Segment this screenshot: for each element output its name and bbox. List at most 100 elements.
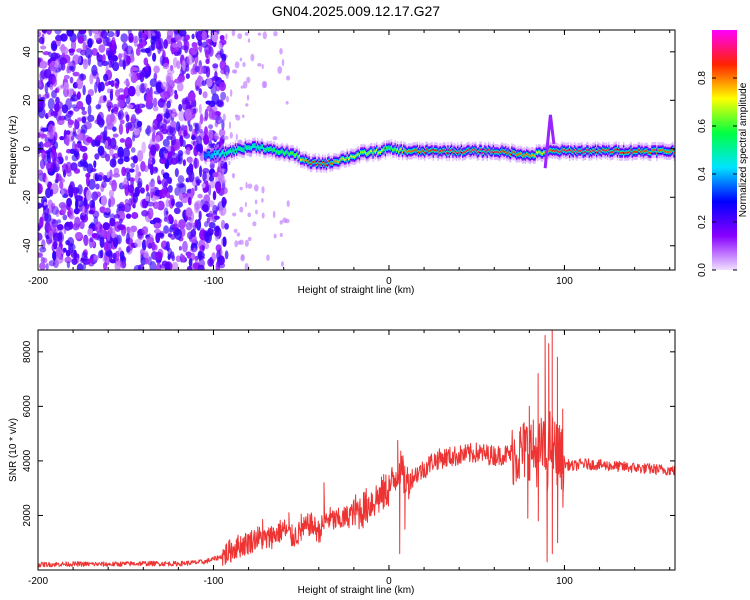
noise-blob — [63, 82, 70, 90]
ridge-cell — [293, 154, 296, 157]
ridge-cell — [464, 151, 466, 154]
noise-blob — [174, 228, 183, 240]
ridge-cell — [297, 156, 299, 159]
ridge-cell — [460, 148, 463, 151]
ridge-cell — [312, 161, 314, 164]
noise-blob — [177, 175, 185, 184]
noise-blob — [112, 61, 120, 72]
noise-blob — [39, 60, 48, 69]
noise-blob — [64, 256, 72, 264]
noise-blob — [205, 58, 210, 65]
ridge-cell — [421, 149, 423, 152]
noise-blob — [266, 254, 270, 262]
noise-blob — [244, 239, 249, 247]
ridge-cell — [571, 150, 573, 153]
ridge-cell — [274, 148, 276, 151]
noise-blob — [178, 110, 186, 122]
ridge-cell — [267, 148, 270, 151]
noise-blob — [92, 210, 100, 219]
noise-blob — [155, 251, 163, 261]
ridge-cell — [534, 154, 536, 157]
ridge-cell — [449, 149, 452, 152]
noise-blob — [97, 59, 104, 67]
ridge-cell — [513, 151, 516, 154]
ridge-cell — [228, 150, 231, 153]
noise-blob — [112, 126, 117, 132]
ridge-cell — [468, 148, 470, 151]
colorbar: 0.0 0.2 0.4 0.6 0.8 Normalized spectral ampl… — [697, 30, 749, 277]
noise-blob — [75, 198, 79, 211]
ridge-cell — [334, 160, 336, 163]
noise-blob — [177, 156, 182, 162]
ridge-cell — [350, 155, 352, 158]
noise-blob — [151, 35, 158, 41]
noise-blob — [145, 195, 150, 202]
noise-blob — [38, 232, 43, 241]
ridge-cell — [438, 150, 441, 153]
noise-blob — [218, 262, 226, 269]
ridge-cell — [636, 150, 638, 153]
noise-blob — [255, 209, 258, 215]
noise-blob — [242, 62, 246, 68]
noise-blob — [155, 232, 161, 244]
noise-blob — [38, 36, 45, 45]
ridge-cell — [275, 151, 277, 154]
ridge-cell — [306, 159, 308, 162]
noise-blob — [45, 263, 49, 270]
noise-blob — [83, 198, 87, 205]
noise-blob — [48, 123, 54, 136]
ridge-cell — [328, 160, 330, 163]
noise-blob — [205, 100, 212, 105]
ridge-cell — [369, 150, 372, 153]
snr-series — [38, 330, 675, 568]
noise-blob — [78, 30, 87, 35]
ridge-cell — [613, 149, 615, 152]
noise-blob — [78, 205, 83, 212]
noise-blob — [103, 241, 110, 252]
ridge-cell — [525, 153, 528, 156]
ridge-cell — [358, 154, 361, 157]
noise-blob — [121, 166, 127, 177]
noise-blob — [180, 45, 189, 51]
ridge-cell — [302, 158, 304, 161]
noise-blob — [119, 138, 126, 143]
ridge-cell — [392, 149, 394, 151]
noise-blob — [198, 210, 202, 221]
ridge-cell — [256, 145, 259, 147]
ridge-cell — [346, 155, 348, 158]
ridge-cell — [427, 150, 430, 153]
noise-blob — [68, 110, 74, 116]
noise-blob — [77, 35, 85, 44]
noise-blob — [125, 232, 130, 244]
noise-blob — [98, 44, 106, 53]
noise-blob — [166, 124, 174, 136]
ridge-cell — [437, 151, 439, 154]
noise-blob — [244, 201, 247, 208]
noise-blob — [119, 218, 123, 224]
ridge-cell — [308, 160, 310, 163]
ridge-cell — [366, 153, 368, 156]
ridge-cell — [373, 150, 376, 152]
ridge-cell — [572, 151, 575, 154]
noise-blob — [151, 132, 156, 143]
noise-blob — [57, 176, 63, 182]
ridge-cell — [624, 152, 626, 155]
noise-blob — [76, 133, 83, 142]
noise-blob — [178, 73, 185, 83]
noise-blob — [244, 263, 249, 270]
noise-blob — [43, 68, 52, 79]
noise-blob — [273, 30, 278, 37]
noise-blob — [51, 90, 57, 99]
ridge-cell — [602, 148, 604, 151]
ridge-cell — [376, 148, 378, 151]
noise-blob — [101, 30, 108, 39]
ridge-cell — [555, 149, 557, 152]
noise-blob — [156, 120, 163, 130]
ridge-cell — [643, 150, 646, 153]
noise-blob — [96, 114, 102, 126]
ridge-cell — [292, 152, 294, 154]
ridge-cell — [249, 147, 251, 150]
ridge-cell — [505, 150, 507, 152]
ridge-cell — [512, 151, 514, 154]
noise-blob — [152, 124, 156, 135]
